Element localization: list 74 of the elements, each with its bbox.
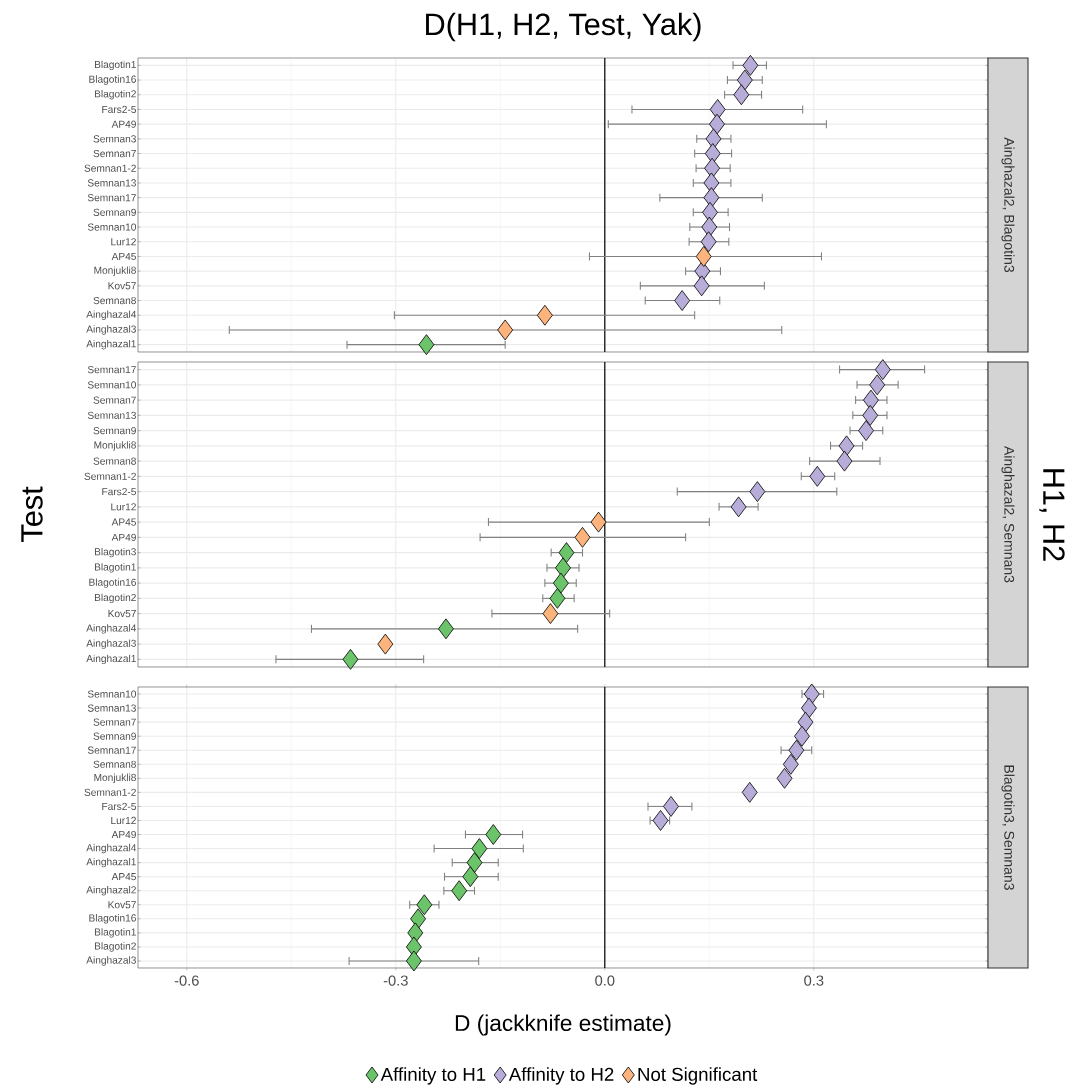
y-tick-label: AP49 (111, 533, 136, 541)
y-tick-label: Semnan10 (87, 223, 136, 231)
y-tick-label: Monjukli8 (94, 266, 136, 276)
y-tick-label: Kov57 (108, 610, 136, 618)
y-tick-label: Monjukli8 (94, 773, 136, 784)
y-tick-label: Blagotin16 (89, 75, 136, 85)
y-tick-label: Blagotin2 (94, 90, 136, 100)
y-tick-label: Semnan7 (93, 149, 136, 158)
y-tick-label: AP45 (111, 873, 136, 881)
y-tick-label: Ainghazal4 (86, 624, 137, 634)
y-tick-label: Blagotin1 (94, 60, 136, 71)
y-tick-label: Blagotin1 (94, 563, 136, 573)
y-tick-label: Semnan13 (87, 179, 136, 187)
y-tick-label: Semnan8 (93, 457, 136, 465)
y-tick-label: Ainghazal4 (86, 310, 137, 320)
legend-label: Affinity to H2 (508, 1067, 614, 1085)
chart-title: D(H1, H2, Test, Yak) (426, 12, 701, 42)
y-tick-label: Kov57 (108, 901, 136, 909)
y-tick-label: Monjukli8 (94, 441, 136, 451)
y-tick-label: Fars2-5 (102, 802, 136, 811)
y-tick-label: Ainghazal4 (86, 843, 137, 854)
y-tick-label: Semnan13 (87, 704, 136, 712)
y2-axis-title: Blagotin3, Semnan3 (1001, 765, 1015, 890)
y-tick-label: Ainghazal3 (86, 639, 136, 649)
y-tick-label: AP45 (111, 518, 136, 526)
y-tick-label: Semnan1-2 (84, 472, 136, 480)
y2-axis-title: Ainghazal2, Semnan3 (1001, 446, 1015, 583)
y-tick-label: Lur12 (111, 238, 136, 246)
y-tick-label: Ainghazal3 (86, 325, 136, 335)
y-tick-label: AP45 (111, 252, 136, 260)
y-tick-label: AP49 (111, 830, 136, 839)
y-tick-label: Semnan7 (93, 718, 136, 726)
y-tick-label: Ainghazal1 (86, 339, 136, 350)
y-tick-label: Blagotin2 (94, 593, 136, 604)
y-tick-label: Lur12 (111, 503, 136, 511)
x-tick-label: 0.0 (595, 975, 615, 986)
y-tick-label: Semnan13 (87, 411, 136, 419)
y-tick-label: Ainghazal2 (86, 886, 136, 896)
y-tick-label: Blagotin1 (94, 928, 136, 938)
x-tick-label: -0.3 (383, 975, 408, 986)
y-tick-label: Kov57 (108, 282, 136, 290)
y-tick-label: Semnan17 (87, 746, 136, 754)
y-tick-label: Semnan10 (87, 381, 136, 389)
y-tick-label: Lur12 (111, 816, 136, 825)
y-tick-label: Semnan8 (93, 296, 136, 305)
text: H1, H2 (1039, 469, 1065, 561)
x-tick-label: 0.3 (804, 975, 824, 986)
y-tick-label: Semnan17 (87, 194, 136, 202)
y-tick-label: Blagotin2 (94, 942, 136, 952)
y-tick-label: Blagotin16 (89, 914, 136, 924)
y-tick-label: Ainghazal3 (86, 956, 136, 966)
y-tick-label: Semnan9 (93, 427, 136, 435)
y2-axis-title: Ainghazal2, Blagotin3 (1001, 137, 1015, 273)
y-tick-label: Fars2-5 (102, 488, 136, 496)
y-tick-label: AP49 (111, 120, 136, 128)
y-tick-label: Ainghazal1 (86, 654, 136, 665)
x-tick-label: -0.6 (174, 975, 199, 986)
y-tick-label: Fars2-5 (102, 105, 136, 114)
y-tick-label: Ainghazal1 (86, 857, 136, 868)
y-tick-label: Semnan1-2 (84, 164, 136, 172)
y-tick-label: Semnan17 (87, 366, 136, 374)
y-tick-label: Semnan7 (93, 396, 136, 404)
y-tick-label: Semnan8 (93, 760, 136, 768)
x-axis-title: D (jackknife estimate) (455, 1014, 671, 1036)
y-tick-label: Semnan10 (87, 690, 136, 698)
y-axis-title: Test (21, 486, 43, 542)
y-tick-label: Semnan1-2 (84, 788, 136, 796)
y-tick-label: Blagotin3 (94, 547, 136, 558)
y-tick-label: Semnan3 (93, 135, 136, 143)
y-tick-label: Semnan9 (93, 208, 136, 216)
legend-label: Not Significant (638, 1067, 758, 1085)
y-tick-label: Blagotin16 (89, 578, 136, 588)
y-tick-label: Semnan9 (93, 732, 136, 740)
legend-label: Affinity to H1 (380, 1067, 486, 1085)
